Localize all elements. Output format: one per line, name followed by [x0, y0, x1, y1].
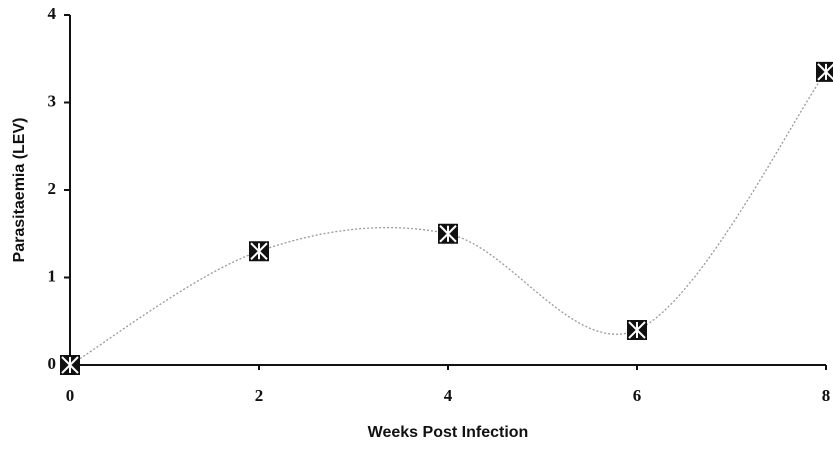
marker: [816, 61, 833, 82]
y-tick-label: 0: [48, 354, 57, 373]
marker-part: [250, 242, 268, 260]
marker: [249, 241, 269, 262]
x-tick-label: 0: [66, 386, 75, 405]
marker: [60, 355, 80, 375]
x-tick-label: 4: [444, 386, 453, 405]
x-tick-label: 8: [822, 386, 831, 405]
x-axis-label: Weeks Post Infection: [368, 424, 529, 441]
y-tick-label: 1: [48, 266, 57, 285]
y-tick-label: 3: [48, 91, 57, 110]
marker-part: [439, 225, 457, 243]
y-axis-label: Parasitaemia (LEV): [11, 118, 28, 263]
marker: [438, 223, 458, 244]
y-tick-label: 4: [48, 4, 57, 23]
marker: [627, 320, 647, 340]
x-tick-label: 6: [633, 386, 642, 405]
marker-part: [628, 321, 646, 339]
marker-part: [817, 63, 833, 81]
x-tick-label: 2: [255, 386, 264, 405]
y-tick-label: 2: [48, 179, 57, 198]
marker-part: [61, 356, 79, 374]
line: [69, 71, 827, 366]
